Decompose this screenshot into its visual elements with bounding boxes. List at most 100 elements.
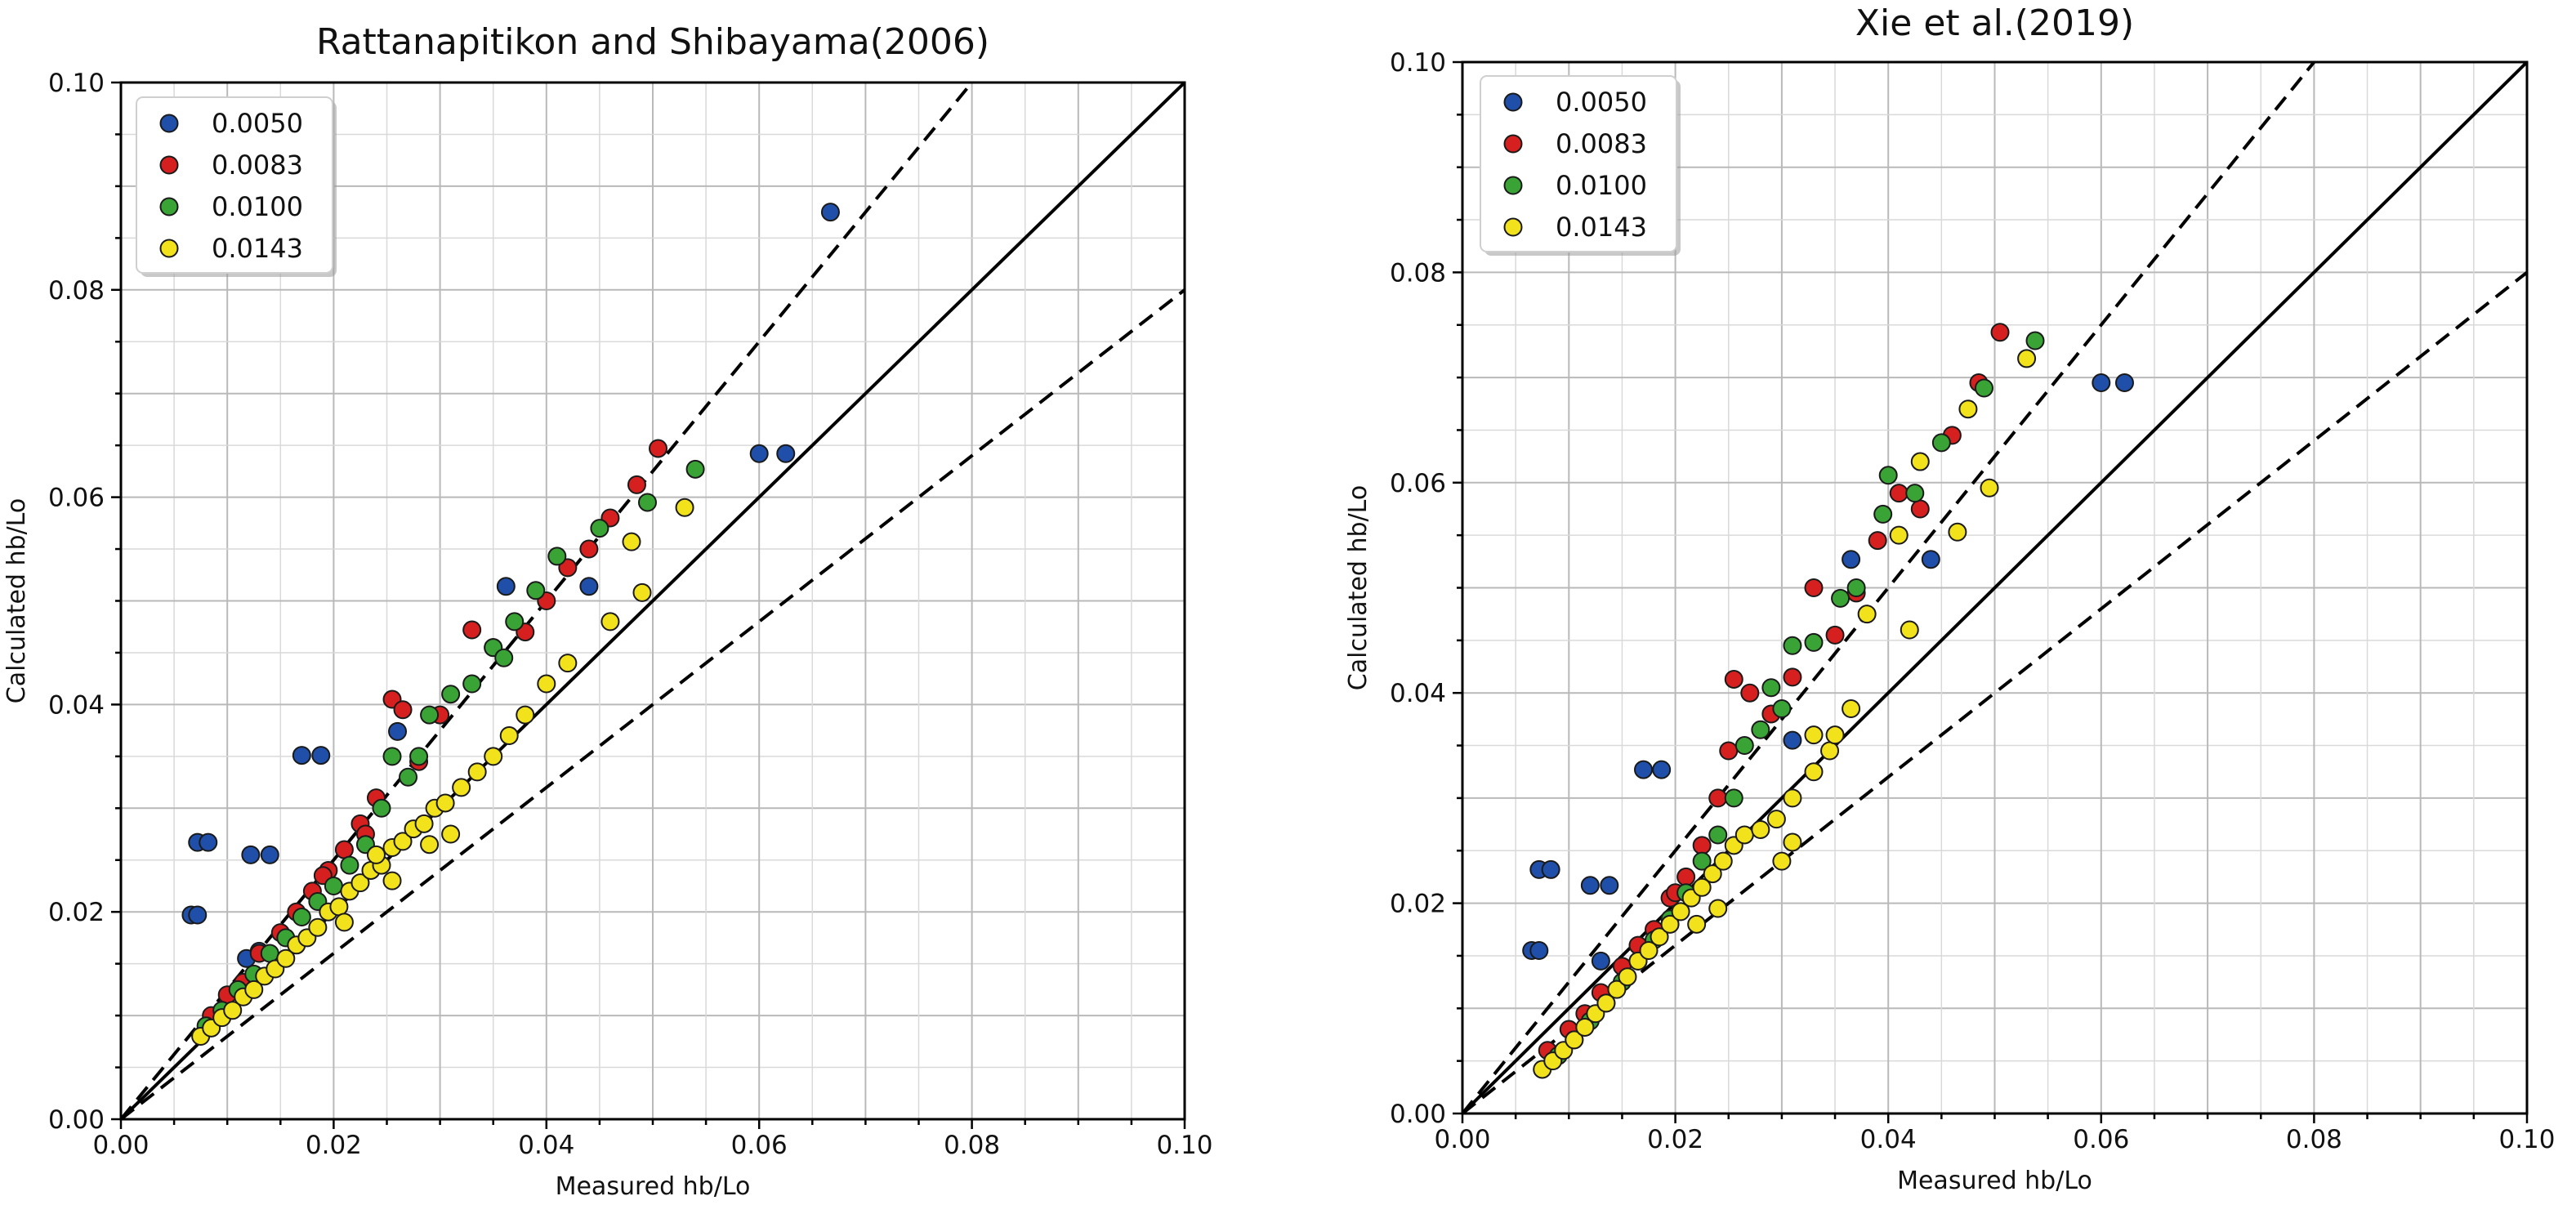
data-point (1857, 605, 1877, 624)
series-0.0050 (1522, 373, 2134, 971)
legend: 0.0050 0.0083 0.0100 0.0143 (1480, 75, 1681, 256)
x-tick-label: 0.08 (2286, 1125, 2342, 1154)
legend-marker (159, 197, 179, 216)
data-point (685, 459, 705, 479)
data-point (188, 905, 208, 925)
x-tick-label: 0.04 (1860, 1125, 1917, 1154)
data-point (1708, 788, 1728, 808)
data-point (1761, 678, 1781, 698)
ticks (1453, 60, 2529, 1123)
data-point (505, 612, 525, 632)
bound-line (121, 288, 1185, 1119)
y-tick-label: 0.06 (48, 484, 105, 513)
data-point (1713, 851, 1733, 871)
data-point (334, 840, 354, 859)
data-point (1671, 902, 1690, 922)
data-point (1889, 525, 1909, 545)
data-point (393, 700, 413, 720)
data-point (1783, 788, 1802, 808)
y-tick-label: 0.02 (1390, 890, 1446, 919)
data-point (526, 581, 546, 600)
data-point (1692, 851, 1712, 871)
data-point (1910, 499, 1930, 519)
data-point (1692, 877, 1712, 897)
x-tick-label: 0.00 (1434, 1125, 1490, 1154)
data-point (324, 876, 343, 895)
y-axis-label: Calculated hb/Lo (2, 498, 31, 703)
legend-marker (159, 239, 179, 258)
legend-marker (159, 114, 179, 133)
data-point (1931, 433, 1951, 453)
data-point (1842, 550, 1861, 569)
chart-panel-1: 0.00 0.02 0.04 0.06 0.08 0.10 0.00 0.02 0.04 0.06… (2, 21, 1213, 1201)
data-point (2017, 349, 2037, 368)
data-point (1734, 736, 1754, 756)
data-point (1634, 760, 1654, 779)
data-point (649, 439, 668, 458)
y-tick-label: 0.06 (1390, 469, 1446, 498)
data-point (334, 913, 354, 932)
legend-label: 0.0100 (212, 191, 303, 222)
data-point (420, 835, 440, 855)
data-point (1990, 323, 2010, 342)
data-point (462, 620, 482, 640)
data-point (292, 746, 311, 765)
data-point (558, 654, 578, 673)
data-point (776, 444, 796, 463)
data-point (420, 705, 440, 725)
data-point (1719, 741, 1739, 761)
data-point (382, 871, 402, 890)
data-point (350, 873, 370, 893)
legend-marker (159, 155, 179, 175)
data-point (1692, 836, 1712, 855)
legend-label: 0.0050 (212, 108, 303, 139)
data-point (1529, 941, 1549, 961)
data-point (516, 705, 535, 725)
legend-box (136, 96, 333, 274)
data-point (1878, 466, 1898, 485)
data-point (1724, 788, 1743, 808)
chart-title: Rattanapitikon and Shibayama(2006) (316, 21, 989, 63)
data-point (1948, 522, 1967, 542)
data-point (260, 944, 279, 963)
data-point (414, 814, 434, 833)
data-point (1652, 760, 1672, 779)
data-point (366, 845, 386, 864)
legend-box (1480, 75, 1677, 252)
data-point (1708, 825, 1728, 845)
data-point (1565, 1030, 1584, 1050)
data-points (181, 203, 840, 1046)
data-point (1676, 867, 1696, 886)
data-point (1783, 636, 1802, 655)
y-tick-label: 0.10 (1390, 48, 1446, 78)
data-point (1980, 478, 1999, 498)
data-point (1766, 810, 1786, 829)
data-point (441, 824, 461, 844)
data-point (1804, 762, 1824, 782)
x-tick-label: 0.04 (518, 1131, 574, 1160)
y-tick-label: 0.00 (48, 1105, 105, 1135)
data-point (1900, 620, 1919, 640)
data-point (276, 948, 296, 968)
x-tick-label: 0.02 (306, 1131, 362, 1160)
data-point (340, 855, 359, 875)
data-point (244, 980, 264, 999)
data-point (1724, 669, 1743, 689)
chart-title: Xie et al.(2019) (1855, 2, 2134, 44)
series-0.0143 (191, 498, 694, 1046)
data-point (1868, 531, 1887, 551)
legend-label: 0.0143 (1556, 212, 1647, 243)
data-point (1740, 683, 1760, 703)
legend-marker (1503, 217, 1523, 237)
data-point (1618, 967, 1637, 987)
data-point (382, 747, 402, 766)
data-point (622, 532, 641, 551)
ticks (111, 81, 1186, 1129)
x-tick-label: 0.06 (2073, 1125, 2129, 1154)
data-point (1846, 578, 1866, 597)
data-point (1639, 941, 1659, 961)
data-point (1541, 859, 1560, 879)
data-point (494, 648, 514, 667)
bound-line (1462, 62, 2315, 1114)
data-point (241, 845, 261, 864)
